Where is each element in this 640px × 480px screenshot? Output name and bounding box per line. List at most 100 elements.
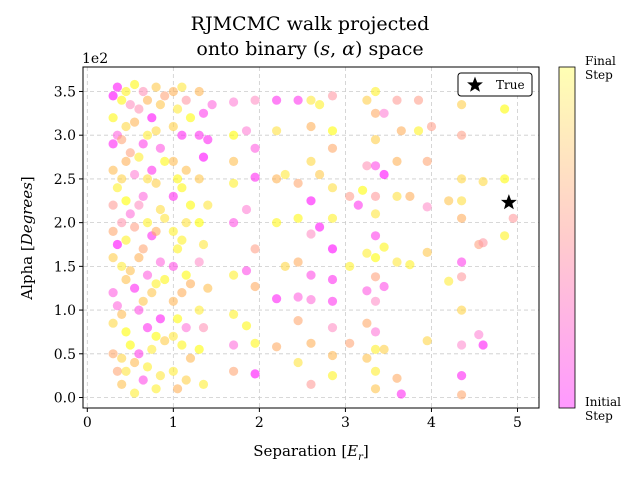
scatter-point — [203, 200, 213, 210]
colorbar: Final Step Initial Step — [558, 54, 621, 423]
scatter-point — [392, 191, 402, 201]
scatter-point — [138, 375, 148, 385]
scatter-point — [177, 288, 187, 298]
scatter-point — [353, 200, 363, 210]
scatter-point — [130, 222, 140, 232]
scatter-point — [108, 91, 118, 101]
scatter-point — [121, 196, 131, 206]
scatter-point — [379, 108, 389, 118]
chart-title-line2: onto binary (s, α) space — [196, 38, 424, 60]
scatter-point — [250, 338, 260, 348]
scatter-point — [370, 327, 381, 337]
scatter-point — [142, 95, 153, 105]
scatter-point — [379, 344, 389, 354]
scatter-point — [474, 330, 484, 340]
scatter-point — [121, 274, 131, 285]
scatter-point — [500, 231, 510, 241]
colorbar-gradient — [558, 66, 576, 409]
scatter-point — [138, 139, 148, 149]
scatter-point — [229, 97, 239, 107]
scatter-point — [327, 244, 338, 254]
scatter-point — [280, 169, 290, 180]
scatter-point — [379, 169, 389, 180]
scatter-point — [370, 296, 381, 306]
scatter-point — [241, 266, 252, 276]
scatter-point — [327, 126, 338, 136]
scatter-point — [250, 95, 260, 105]
scatter-point — [392, 373, 402, 383]
scatter-point — [293, 357, 303, 368]
scatter-point — [108, 226, 118, 236]
scatter-point — [117, 353, 127, 363]
scatter-point — [177, 82, 187, 92]
scatter-point — [229, 218, 239, 228]
scatter-point — [117, 261, 127, 271]
scatter-point — [138, 296, 148, 306]
scatter-point — [160, 91, 170, 101]
scatter-point — [229, 156, 239, 166]
scatter-point — [370, 191, 381, 201]
scatter-point — [130, 357, 140, 368]
scatter-point — [370, 366, 381, 376]
scatter-point — [168, 226, 178, 236]
scatter-point — [198, 108, 209, 118]
scatter-point — [327, 371, 338, 381]
scatter-point — [112, 366, 122, 376]
scatter-point — [177, 183, 187, 193]
scatter-point — [370, 344, 381, 354]
scatter-point — [241, 204, 252, 215]
scatter-point — [250, 369, 260, 379]
x-tick-label: 5 — [513, 415, 522, 431]
scatter-point — [500, 174, 510, 184]
scatter-point — [229, 178, 239, 188]
scatter-point — [250, 244, 260, 254]
scatter-point — [315, 222, 325, 232]
colorbar-bottom-label-line2: Step — [585, 409, 613, 423]
x-tick-label: 4 — [427, 415, 436, 431]
scatter-point — [160, 213, 170, 223]
scatter-point — [457, 213, 467, 223]
scatter-point — [327, 274, 338, 285]
scatter-point — [130, 169, 140, 180]
scatter-point — [306, 295, 316, 305]
scatter-point — [198, 323, 209, 333]
scatter-point — [379, 242, 389, 252]
scatter-point — [306, 156, 316, 166]
scatter-point — [151, 331, 161, 341]
scatter-point — [151, 126, 161, 136]
scatter-point — [121, 121, 131, 132]
scatter-point — [117, 135, 127, 145]
x-tick-label: 3 — [341, 415, 350, 431]
colorbar-top-label-line2: Step — [585, 68, 613, 82]
scatter-point — [151, 279, 161, 289]
scatter-point — [155, 143, 165, 153]
scatter-point — [272, 218, 282, 228]
scatter-point — [121, 327, 131, 337]
scatter-point — [160, 156, 170, 166]
scatter-point — [392, 156, 402, 166]
legend-label: True — [496, 78, 525, 92]
scatter-point — [229, 270, 239, 280]
scatter-point — [370, 253, 381, 263]
x-axis-label: Separation [Er] — [253, 442, 369, 463]
scatter-point — [160, 336, 170, 346]
x-tick-label: 1 — [169, 415, 178, 431]
scatter-point — [177, 130, 187, 140]
scatter-point — [457, 305, 467, 315]
scatter-point — [155, 371, 165, 381]
y-tick-label: 1.0 — [54, 303, 76, 319]
scatter-point — [130, 388, 140, 398]
scatter-point — [413, 126, 424, 136]
scatter-point — [250, 172, 260, 182]
scatter-point — [125, 209, 135, 219]
scatter-point — [362, 161, 372, 171]
scatter-point — [147, 113, 157, 123]
scatter-point — [293, 95, 303, 105]
scatter-point — [117, 174, 127, 184]
scatter-point — [392, 257, 402, 267]
scatter-point — [117, 218, 127, 228]
scatter-point — [194, 130, 204, 140]
chart-title-line1: RJMCMC walk projected — [190, 13, 430, 35]
scatter-point — [181, 95, 191, 105]
